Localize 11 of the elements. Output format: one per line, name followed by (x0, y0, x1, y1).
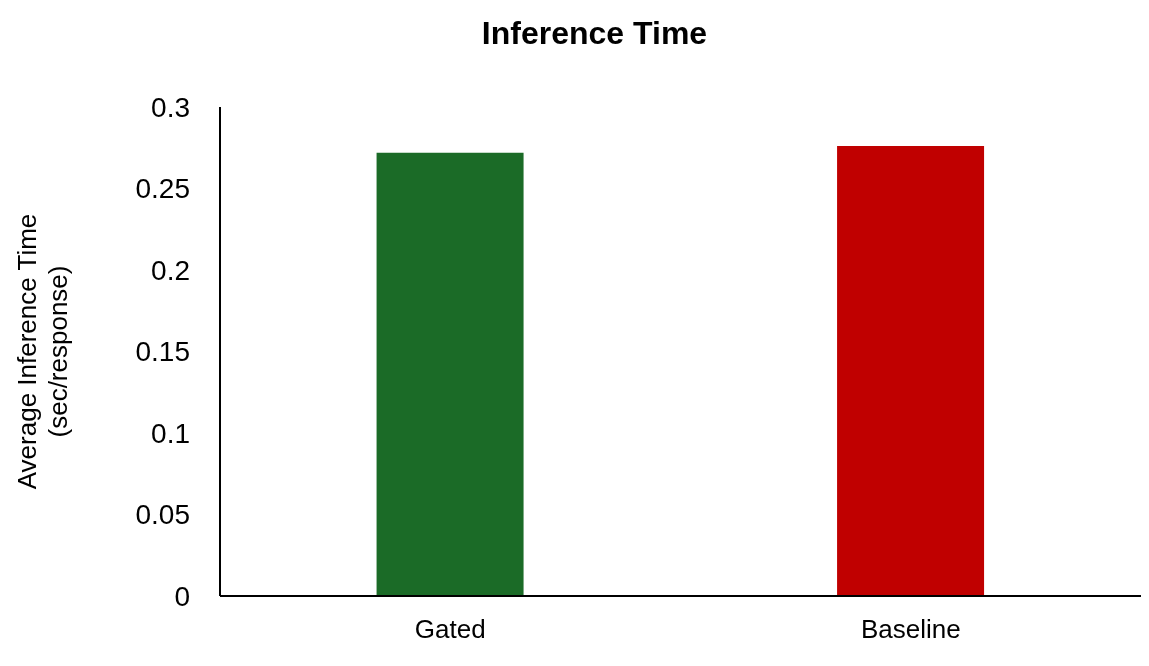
x-tick-label: Gated (414, 614, 486, 645)
x-tick-label: Baseline (860, 614, 961, 645)
y-tick-label: 0.1 (151, 417, 190, 449)
y-tick-label: 0.05 (135, 499, 190, 531)
y-tick-label: 0.25 (135, 173, 190, 205)
chart-title: Inference Time (480, 14, 709, 53)
y-tick-label: 0.2 (151, 254, 190, 286)
y-tick-label: 0.15 (135, 336, 190, 368)
y-axis-title: Average Inference Time (sec/response) (12, 213, 73, 490)
y-tick-label: 0.3 (151, 91, 190, 123)
y-tick-label: 0 (174, 580, 190, 612)
